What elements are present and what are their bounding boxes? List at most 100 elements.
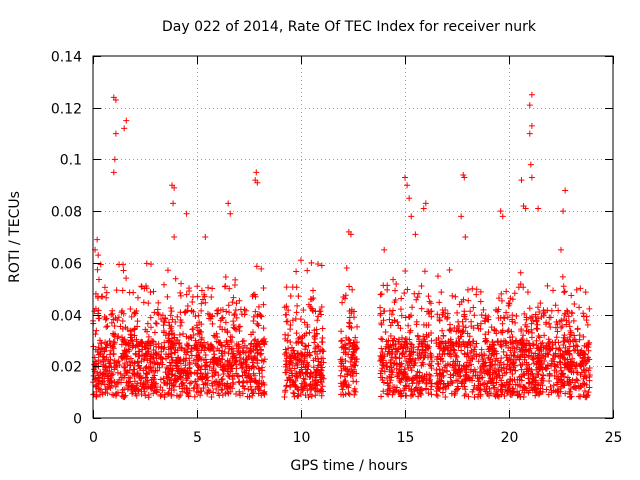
- data-point: [577, 285, 584, 292]
- data-point: [91, 308, 98, 315]
- data-point: [379, 361, 386, 368]
- data-point: [117, 370, 124, 377]
- data-point: [110, 345, 117, 352]
- data-point: [572, 346, 579, 353]
- data-point: [517, 353, 524, 360]
- data-point: [242, 349, 249, 356]
- data-point: [175, 341, 182, 348]
- data-point: [519, 336, 526, 343]
- data-point: [195, 327, 202, 334]
- data-point: [420, 333, 427, 340]
- data-point: [404, 286, 411, 293]
- data-point: [204, 341, 211, 348]
- data-point: [398, 312, 405, 319]
- data-point: [470, 368, 477, 375]
- data-point: [382, 328, 389, 335]
- data-point: [340, 391, 347, 398]
- data-point: [209, 373, 216, 380]
- data-point: [164, 293, 171, 300]
- data-point: [586, 384, 593, 391]
- data-point: [144, 377, 151, 384]
- data-point: [381, 246, 388, 253]
- data-point: [495, 386, 502, 393]
- data-point: [123, 347, 130, 354]
- data-point: [343, 265, 350, 272]
- y-tick-label: 0.04: [51, 309, 82, 325]
- data-point: [177, 317, 184, 324]
- data-point: [517, 281, 524, 288]
- data-point: [390, 337, 397, 344]
- data-point: [377, 310, 384, 317]
- x-tick-label: 0: [89, 430, 98, 446]
- data-point: [566, 351, 573, 358]
- data-point: [561, 332, 568, 339]
- data-point: [218, 356, 225, 363]
- data-point: [198, 307, 205, 314]
- data-point: [198, 287, 205, 294]
- data-point: [155, 299, 162, 306]
- data-point: [458, 213, 465, 220]
- data-point: [428, 383, 435, 390]
- data-point: [101, 381, 108, 388]
- data-point: [210, 365, 217, 372]
- data-point: [254, 340, 261, 347]
- data-point: [404, 374, 411, 381]
- data-point: [125, 382, 132, 389]
- data-point: [134, 318, 141, 325]
- data-point: [131, 325, 138, 332]
- data-point: [465, 297, 472, 304]
- data-point: [231, 312, 238, 319]
- data-point: [574, 343, 581, 350]
- data-point: [581, 387, 588, 394]
- data-point: [402, 382, 409, 389]
- data-point: [111, 156, 118, 163]
- data-point: [221, 361, 228, 368]
- data-point: [351, 391, 358, 398]
- data-point: [318, 392, 325, 399]
- data-point: [522, 385, 529, 392]
- data-point: [477, 387, 484, 394]
- data-point: [107, 378, 114, 385]
- data-point: [425, 390, 432, 397]
- data-point: [523, 316, 530, 323]
- data-point: [378, 335, 385, 342]
- data-point: [297, 371, 304, 378]
- data-point: [254, 312, 261, 319]
- data-point: [559, 379, 566, 386]
- data-point: [533, 318, 540, 325]
- data-point: [203, 375, 210, 381]
- data-point: [528, 91, 535, 98]
- data-point: [506, 362, 513, 369]
- data-point: [349, 373, 356, 380]
- data-point: [239, 364, 246, 371]
- data-point: [408, 358, 415, 365]
- data-point: [94, 348, 101, 355]
- data-point: [352, 388, 359, 395]
- x-tick-labels: 0 5 10 15 20 25: [89, 430, 622, 446]
- data-point: [511, 376, 518, 383]
- data-point: [385, 343, 392, 350]
- data-point: [564, 374, 571, 381]
- data-point: [351, 342, 358, 349]
- data-point: [412, 357, 419, 364]
- data-point: [389, 391, 396, 398]
- data-point: [513, 313, 520, 320]
- data-point: [529, 355, 536, 362]
- data-point: [494, 392, 501, 399]
- data-point: [529, 341, 536, 348]
- data-point: [577, 351, 584, 358]
- data-point: [293, 284, 300, 291]
- data-point: [296, 334, 303, 341]
- data-point: [541, 332, 548, 339]
- data-point: [293, 309, 300, 316]
- data-point: [219, 314, 226, 321]
- data-point: [131, 359, 138, 366]
- data-point: [180, 330, 187, 337]
- data-point: [293, 373, 300, 380]
- data-point: [133, 392, 140, 399]
- data-point: [233, 357, 240, 364]
- data-point: [318, 262, 325, 269]
- data-point: [503, 379, 510, 386]
- data-point: [434, 372, 441, 379]
- data-point: [102, 316, 109, 323]
